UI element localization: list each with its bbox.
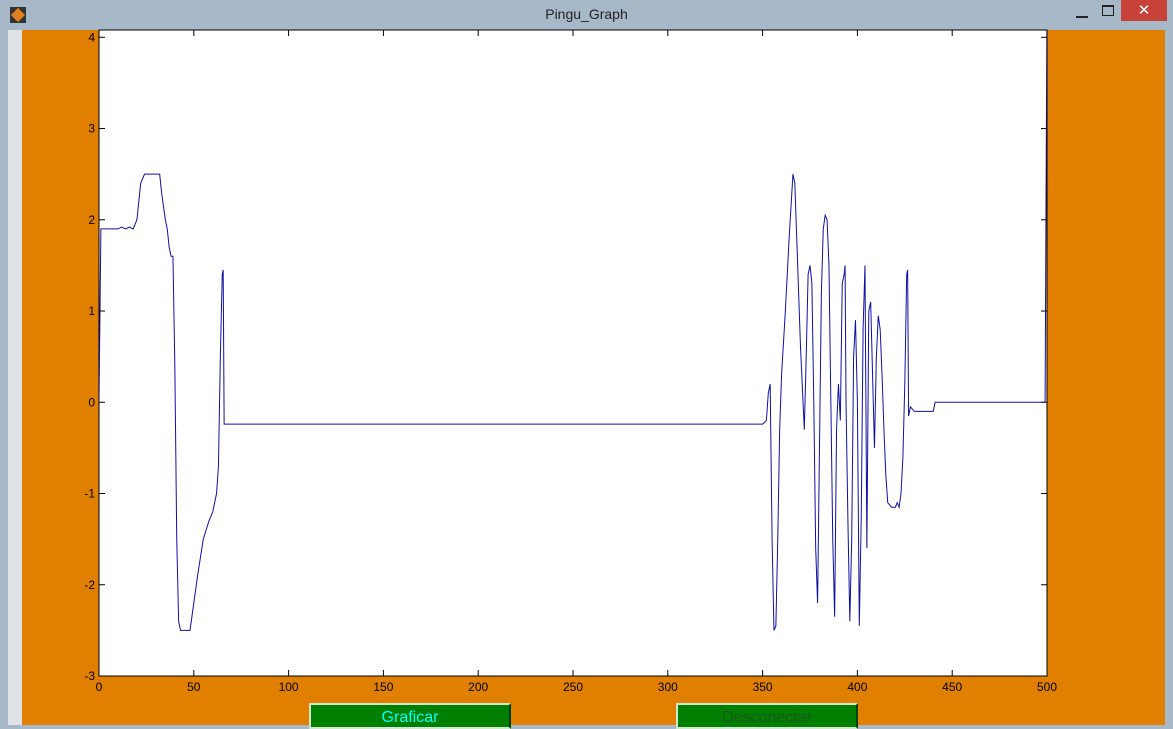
plot-area — [98, 29, 1048, 677]
x-tick-label: 50 — [187, 680, 201, 694]
x-tick-label: 300 — [658, 680, 678, 694]
y-tick-label: 4 — [88, 30, 95, 44]
y-tick-label: 3 — [88, 122, 95, 136]
y-tick-label: 1 — [88, 304, 95, 318]
y-tick-label: 0 — [88, 395, 95, 409]
x-tick-label: 150 — [373, 680, 393, 694]
x-tick-label: 500 — [1037, 680, 1057, 694]
x-tick-label: 350 — [753, 680, 773, 694]
app-icon — [10, 7, 26, 23]
maximize-button[interactable] — [1102, 5, 1114, 16]
x-tick-label: 250 — [563, 680, 583, 694]
close-button[interactable]: ✕ — [1121, 0, 1167, 21]
x-tick-label: 400 — [847, 680, 867, 694]
title-bar: Pingu_Graph ✕ — [0, 0, 1173, 30]
minimize-button[interactable] — [1076, 4, 1088, 18]
y-tick-label: -2 — [84, 578, 95, 592]
x-tick-label: 0 — [96, 680, 103, 694]
y-tick-label: -3 — [84, 669, 95, 683]
y-tick-label: 2 — [88, 213, 95, 227]
x-tick-label: 450 — [942, 680, 962, 694]
y-tick-label: -1 — [84, 487, 95, 501]
data-line — [99, 30, 1047, 631]
x-tick-label: 100 — [279, 680, 299, 694]
x-tick-label: 200 — [468, 680, 488, 694]
window-title: Pingu_Graph — [545, 6, 628, 22]
